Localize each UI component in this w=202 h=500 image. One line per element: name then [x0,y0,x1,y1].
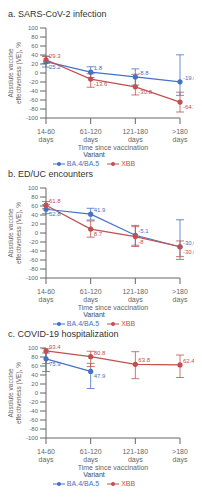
svg-text:-40: -40 [29,408,38,414]
svg-text:20: 20 [31,61,38,67]
svg-text:-8.8: -8.8 [138,70,149,76]
svg-text:80.8: 80.8 [94,350,106,356]
svg-text:-80: -80 [29,106,38,112]
svg-text:121-180days: 121-180days [122,288,148,304]
svg-text:-100: -100 [26,435,39,441]
svg-text:80: 80 [31,194,38,200]
svg-text:80: 80 [31,34,38,40]
svg-text:100: 100 [28,185,39,191]
svg-text:-60: -60 [29,417,38,423]
svg-text:14-60days: 14-60days [37,128,55,144]
svg-text:61-120days: 61-120days [80,128,102,144]
svg-text:-60: -60 [29,257,38,263]
svg-text:29.3: 29.3 [49,53,61,59]
svg-text:1.8: 1.8 [94,65,103,71]
svg-text:61-120days: 61-120days [80,448,102,464]
svg-text:-13.6: -13.6 [94,81,108,87]
html-text:c. COVID-19 hospitalization: c. COVID-19 hospitalization [8,329,119,339]
html-text:a. SARS-CoV-2 infection: a. SARS-CoV-2 infection [8,9,107,19]
svg-text:0: 0 [35,390,39,396]
svg-text:Time since vaccination: Time since vaccination [78,464,149,471]
svg-text:-8: -8 [138,239,144,245]
svg-text:41.9: 41.9 [94,207,106,213]
svg-text:75.9: 75.9 [49,361,61,367]
svg-text:14-60days: 14-60days [37,288,55,304]
svg-text:-20: -20 [29,239,38,245]
svg-text:-20: -20 [29,79,38,85]
svg-text:-64.7: -64.7 [183,104,194,110]
svg-text:-60: -60 [29,97,38,103]
svg-text:-100: -100 [26,275,39,281]
svg-text:63.8: 63.8 [138,357,150,363]
svg-text:Time since vaccination: Time since vaccination [78,304,149,311]
svg-text:20: 20 [31,221,38,227]
svg-text:>180days: >180days [172,288,188,304]
svg-text:>180days: >180days [172,128,188,144]
svg-text:-80: -80 [29,426,38,432]
svg-text:-30.6: -30.6 [183,249,194,255]
svg-text:40: 40 [31,52,38,58]
html-text:Variant: Variant [83,471,105,478]
svg-text:100: 100 [28,345,39,351]
svg-text:47.9: 47.9 [94,373,106,379]
svg-text:61-120days: 61-120days [80,288,102,304]
svg-text:60: 60 [31,363,38,369]
html-text:BA.4/BA.5: BA.4/BA.5 [66,160,100,167]
svg-text:-30.6: -30.6 [183,240,194,246]
svg-text:121-180days: 121-180days [122,128,148,144]
svg-text:Absolute vaccineeffectiveness: Absolute vaccineeffectiveness (VE), % [8,202,23,264]
html-text:BA.4/BA.5: BA.4/BA.5 [66,480,100,487]
svg-text:40: 40 [31,212,38,218]
svg-text:52.8: 52.8 [49,211,61,217]
svg-text:-80: -80 [29,266,38,272]
html-text:XBB: XBB [121,480,136,487]
svg-text:100: 100 [28,25,39,31]
svg-text:Absolute vaccineeffectiveness: Absolute vaccineeffectiveness (VE), % [8,362,23,424]
html-text:XBB: XBB [121,320,136,327]
svg-text:20: 20 [31,381,38,387]
svg-text:14-60days: 14-60days [37,448,55,464]
svg-text:60: 60 [31,43,38,49]
svg-text:Time since vaccination: Time since vaccination [78,144,149,151]
svg-text:61.8: 61.8 [49,198,61,204]
svg-text:-100: -100 [26,115,39,121]
svg-text:62.4: 62.4 [183,358,194,364]
html-text:b. ED/UC encounters: b. ED/UC encounters [8,169,93,179]
svg-text:25.2: 25.2 [49,64,61,70]
svg-text:40: 40 [31,372,38,378]
svg-text:60: 60 [31,203,38,209]
svg-text:-19.6: -19.6 [183,75,194,81]
svg-text:-30.8: -30.8 [138,89,152,95]
svg-text:Absolute vaccineeffectiveness: Absolute vaccineeffectiveness (VE), % [8,42,23,104]
svg-text:93.4: 93.4 [49,344,61,350]
svg-text:0: 0 [35,230,39,236]
html-text:BA.4/BA.5: BA.4/BA.5 [66,320,100,327]
svg-text:8.7: 8.7 [94,231,103,237]
html-text:XBB: XBB [121,160,136,167]
svg-text:-40: -40 [29,88,38,94]
html-text:Variant: Variant [83,311,105,318]
svg-text:-40: -40 [29,248,38,254]
svg-text:80: 80 [31,354,38,360]
svg-text:121-180days: 121-180days [122,448,148,464]
svg-text:>180days: >180days [172,448,188,464]
html-text:Variant: Variant [83,151,105,158]
svg-text:-20: -20 [29,399,38,405]
svg-text:0: 0 [35,70,39,76]
svg-text:-5.1: -5.1 [138,228,149,234]
